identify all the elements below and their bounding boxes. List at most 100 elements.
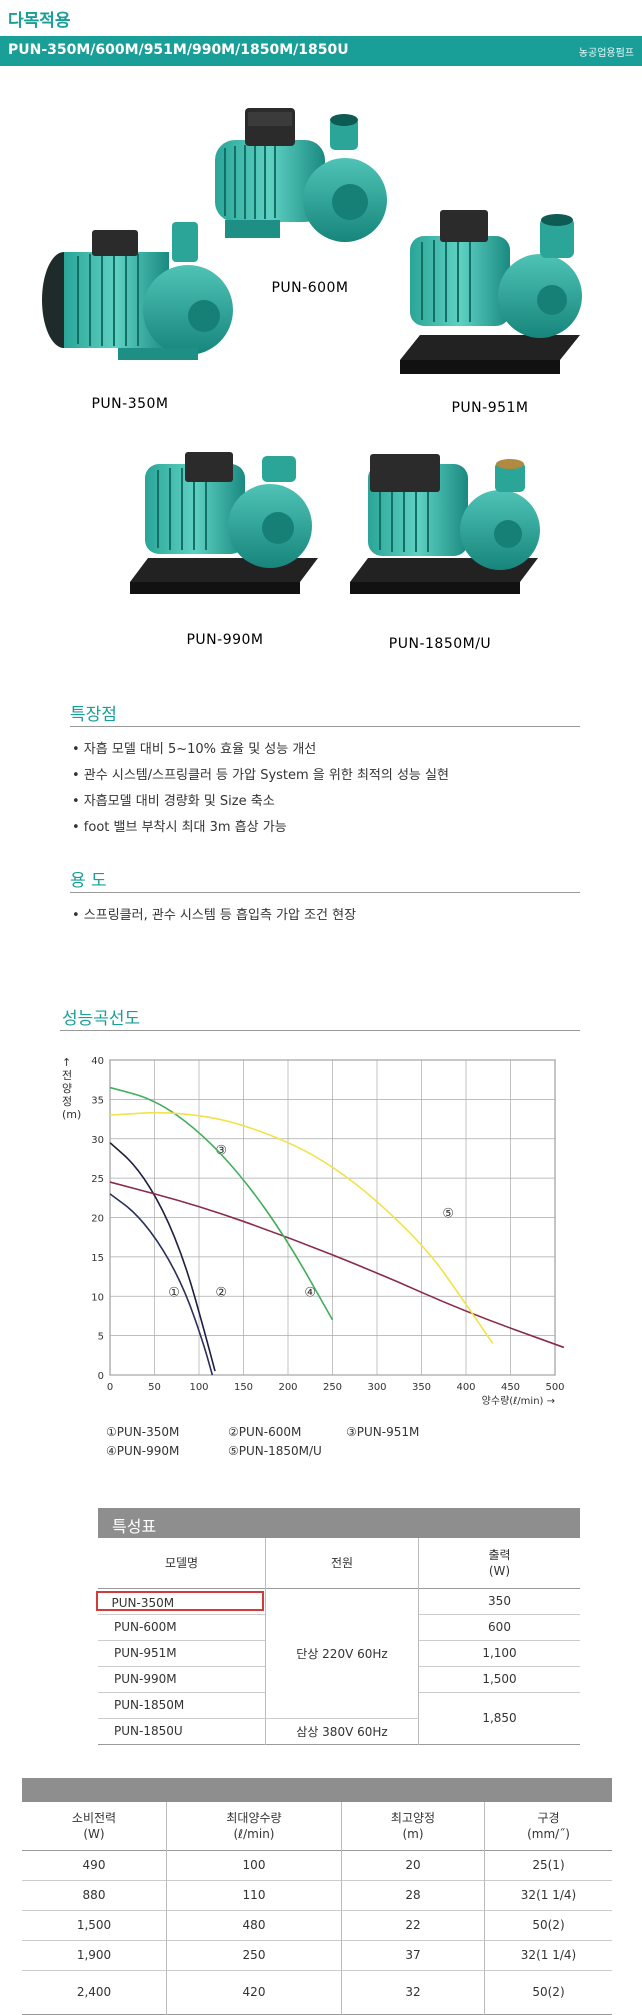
x-tick-label: 500 xyxy=(545,1382,564,1393)
spec-output-cell: 1,100 xyxy=(482,1646,517,1660)
feature-item: • foot 밸브 부착시 최대 3m 흡상 가능 xyxy=(72,820,287,835)
spec2-cell: 25(1) xyxy=(532,1858,565,1872)
x-tick-label: 50 xyxy=(148,1382,161,1393)
feature-item: • 관수 시스템/스프링클러 등 가압 System 을 위한 최적의 성능 실… xyxy=(72,768,449,783)
spec2-header-unit: (mm/˝) xyxy=(527,1826,570,1841)
y-tick-label: 20 xyxy=(91,1214,104,1225)
pump-gallery: PUN-600M PUN-350M PUN-951M xyxy=(42,108,582,652)
spec-power-single: 단상 220V 60Hz xyxy=(265,1588,419,1719)
curve-series-5 xyxy=(109,1111,494,1344)
spec2-cell: 1,900 xyxy=(22,1940,167,1970)
y-tick-label: 40 xyxy=(91,1056,104,1067)
x-tick-label: 100 xyxy=(189,1382,208,1393)
spec-model-cell: PUN-1850U xyxy=(98,1718,266,1744)
x-tick-label: 250 xyxy=(323,1382,342,1393)
features-divider xyxy=(70,726,580,727)
spec2-cell: 490 xyxy=(22,1850,167,1880)
category-label: 농공업용펌프 xyxy=(578,48,634,59)
pump-label-1850m: PUN-1850M/U xyxy=(389,636,491,652)
spec-header-output: 출력 (W) xyxy=(488,1547,511,1578)
spec2-cell: 32(1 1/4) xyxy=(520,1888,577,1902)
spec2-header: 최대양수량 xyxy=(226,1810,282,1825)
spec2-cell: 100 xyxy=(166,1850,342,1880)
spec2-cell: 50(2) xyxy=(532,1985,565,1999)
feature-item: • 자흡 모델 대비 5~10% 효율 및 성능 개선 xyxy=(72,742,317,757)
performance-chart: 0 50 100 150 200 250 300 350 400 450 500 0 5 10 15 20 25… xyxy=(91,1056,565,1407)
spec-output-cell: 600 xyxy=(488,1620,511,1634)
x-tick-label: 450 xyxy=(501,1382,520,1393)
pump-image-990m xyxy=(130,452,318,594)
table-row: 1,500 480 22 50(2) xyxy=(22,1910,612,1940)
spec2-cell: 110 xyxy=(166,1880,342,1910)
curve-marker-4: ④ xyxy=(304,1285,316,1300)
usage-title: 용 도 xyxy=(70,871,107,891)
spec2-cell: 1,500 xyxy=(22,1910,167,1940)
y-tick-label: 35 xyxy=(91,1095,104,1106)
x-tick-label: 200 xyxy=(278,1382,297,1393)
spec2-header: 구경 xyxy=(537,1810,560,1825)
pump-image-1850m xyxy=(350,454,540,594)
spec-table: 모델명 전원 출력 (W) PUN-350M 단상 220V 60Hz 350 … xyxy=(95,1538,580,1745)
x-tick-label: 0 xyxy=(107,1382,113,1393)
curve-series-3 xyxy=(109,1181,565,1349)
chart-ylabel: ↑ 전양정 (m) xyxy=(62,1056,82,1121)
spec2-cell: 420 xyxy=(166,1970,342,2014)
model-banner: PUN-350M/600M/951M/990M/1850M/1850U 농공업용… xyxy=(0,36,642,66)
features-title: 특장점 xyxy=(70,705,117,725)
spec2-cell: 20 xyxy=(341,1850,485,1880)
x-tick-label: 300 xyxy=(367,1382,386,1393)
spec2-cell: 880 xyxy=(22,1880,167,1910)
pump-image-350m xyxy=(42,222,233,360)
spec2-cell: 250 xyxy=(166,1940,342,1970)
x-tick-label: 400 xyxy=(456,1382,475,1393)
pump-image-951m xyxy=(400,210,582,374)
chart-legend-2: ②PUN-600M xyxy=(228,1425,302,1439)
spec-table2-header-bar xyxy=(22,1778,612,1802)
x-tick-label: 150 xyxy=(234,1382,253,1393)
spec2-header-unit: (m) xyxy=(402,1826,424,1841)
curve-divider xyxy=(60,1030,580,1031)
spec2-header: 소비전력 xyxy=(71,1810,117,1825)
spec-header-power: 전원 xyxy=(265,1538,419,1588)
pump-label-990m: PUN-990M xyxy=(186,632,263,648)
y-tick-label: 0 xyxy=(98,1371,104,1382)
page-title: 다목적용 xyxy=(8,11,71,31)
curve-series-4 xyxy=(109,1086,334,1321)
model-list: PUN-350M/600M/951M/990M/1850M/1850U xyxy=(8,42,349,58)
spec2-cell: 32(1 1/4) xyxy=(520,1948,577,1962)
spec-table-title: 특성표 xyxy=(112,1517,157,1536)
spec-model-cell: PUN-1850M xyxy=(98,1692,266,1718)
spec-model-cell: PUN-350M xyxy=(95,1591,264,1611)
curve-title: 성능곡선도 xyxy=(62,1009,141,1029)
spec-output-cell: 350 xyxy=(488,1594,511,1608)
curve-series-1 xyxy=(109,1193,214,1376)
chart-legend-1: ①PUN-350M xyxy=(106,1425,180,1439)
y-tick-label: 25 xyxy=(91,1174,104,1185)
y-tick-label: 15 xyxy=(91,1253,104,1264)
spec2-header-unit: (ℓ/min) xyxy=(233,1826,275,1841)
curve-marker-5: ⑤ xyxy=(442,1207,454,1222)
y-tick-label: 10 xyxy=(91,1292,104,1303)
pump-label-600m: PUN-600M xyxy=(271,280,348,296)
usage-divider xyxy=(70,892,580,893)
curve-series-2 xyxy=(109,1142,216,1372)
spec2-cell: 2,400 xyxy=(22,1970,167,2014)
spec2-cell: 37 xyxy=(341,1940,485,1970)
spec-model-cell: PUN-951M xyxy=(98,1640,266,1666)
spec-table-header-bar: 특성표 xyxy=(98,1508,580,1538)
pump-image-600m xyxy=(215,108,387,242)
curve-marker-1: ① xyxy=(168,1285,180,1300)
spec-output-cell: 1,500 xyxy=(482,1672,517,1686)
y-tick-label: 5 xyxy=(98,1332,104,1343)
table-row: 880 110 28 32(1 1/4) xyxy=(22,1880,612,1910)
pump-label-951m: PUN-951M xyxy=(451,400,528,416)
table-row: 1,900 250 37 32(1 1/4) xyxy=(22,1940,612,1970)
pump-label-350m: PUN-350M xyxy=(91,396,168,412)
curve-marker-2: ② xyxy=(215,1285,227,1300)
spec2-cell: 32 xyxy=(341,1970,485,2014)
spec2-header-unit: (W) xyxy=(83,1826,105,1841)
spec-output-cell: 1,850 xyxy=(482,1711,517,1725)
feature-item: • 자흡모델 대비 경량화 및 Size 축소 xyxy=(72,794,275,809)
spec-model-cell: PUN-990M xyxy=(98,1666,266,1692)
spec2-cell: 28 xyxy=(341,1880,485,1910)
